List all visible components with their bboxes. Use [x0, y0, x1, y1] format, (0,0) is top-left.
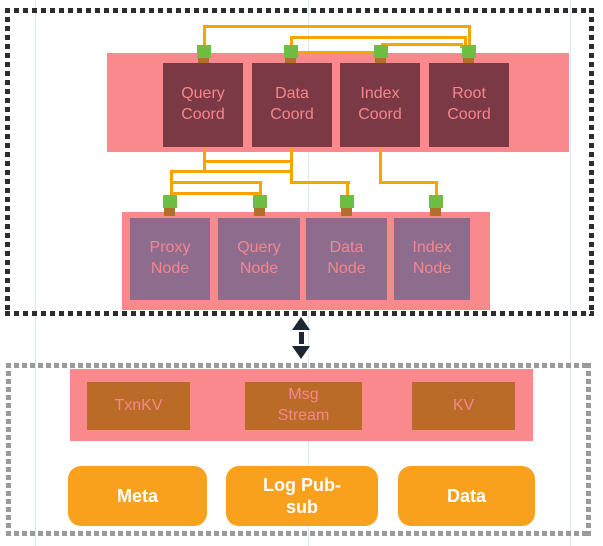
wire-data-index-h [297, 51, 374, 54]
wire-datacoord-down [290, 147, 293, 183]
data-storage-label: Data [446, 485, 486, 506]
index-coord-stem-icon [375, 57, 386, 66]
wire-indexnode-drop [435, 181, 438, 197]
arrow-up-icon [292, 317, 310, 330]
wire-index-root-h [381, 43, 463, 46]
wire-datanode-h [290, 181, 350, 184]
index-node-stem-icon [430, 207, 441, 216]
txnkv-label: TxnKV [114, 396, 163, 414]
kv-label: KV [452, 396, 475, 414]
arrow-dash [299, 332, 304, 344]
data-coord-stem-icon [285, 57, 296, 66]
wire-query-root-v1 [203, 25, 206, 47]
query-node-stem-icon [254, 207, 265, 216]
wire-rung-4 [170, 192, 262, 195]
index-node-connector-icon [429, 195, 443, 208]
data-node-stem-icon [341, 207, 352, 216]
query-node-label: Query Node [237, 239, 281, 277]
data-coord-box: Data Coord [252, 63, 332, 147]
query-coord-stem-icon [198, 57, 209, 66]
data-coord-connector-icon [284, 45, 298, 58]
kv-box: KV [412, 382, 515, 430]
index-node-label: Index Node [412, 239, 452, 277]
data-node-connector-icon [340, 195, 354, 208]
wire-rung-1 [203, 160, 293, 163]
log-pubsub-storage-label: Log Pub-sub [263, 474, 341, 518]
data-node-box: Data Node [306, 218, 387, 300]
wire-indexcoord-down [379, 147, 382, 184]
wire-data-root-v2 [464, 36, 467, 47]
query-node-box: Query Node [218, 218, 300, 300]
proxy-node-connector-icon [163, 195, 177, 208]
root-coord-label: Root Coord [447, 85, 491, 123]
wire-querycoord-down [203, 147, 206, 172]
root-coord-connector-icon [462, 45, 476, 58]
msg-stream-box: Msg Stream [245, 382, 362, 430]
root-coord-stem-icon [463, 57, 474, 66]
wire-rung-3 [170, 181, 262, 184]
query-node-connector-icon [253, 195, 267, 208]
index-coord-box: Index Coord [340, 63, 420, 147]
proxy-node-label: Proxy Node [149, 239, 191, 277]
index-node-box: Index Node [394, 218, 470, 300]
wire-query-root-v2 [468, 25, 471, 47]
wire-indexnode-h [379, 181, 438, 184]
arrow-down-icon [292, 346, 310, 359]
data-node-label: Data Node [327, 239, 366, 277]
wire-querynode-drop [259, 181, 262, 197]
meta-storage-box: Meta [68, 466, 207, 526]
wire-rung-2 [170, 170, 293, 173]
index-coord-label: Index Coord [358, 85, 402, 123]
proxy-node-box: Proxy Node [130, 218, 210, 300]
wire-data-root-v1 [290, 36, 293, 47]
msg-stream-label: Msg Stream [277, 386, 330, 424]
root-coord-box: Root Coord [429, 63, 509, 147]
query-coord-label: Query Coord [181, 85, 225, 123]
proxy-node-stem-icon [164, 207, 175, 216]
wire-query-root-h [203, 25, 471, 28]
wire-index-root-v [460, 44, 463, 48]
data-storage-box: Data [398, 466, 535, 526]
wire-datanode-drop [346, 181, 349, 197]
index-coord-connector-icon [374, 45, 388, 58]
meta-storage-label: Meta [116, 485, 158, 506]
data-coord-label: Data Coord [270, 85, 314, 123]
txnkv-box: TxnKV [87, 382, 190, 430]
wire-data-root-h [290, 36, 467, 39]
log-pubsub-storage-box: Log Pub-sub [226, 466, 378, 526]
query-coord-box: Query Coord [163, 63, 243, 147]
query-coord-connector-icon [197, 45, 211, 58]
